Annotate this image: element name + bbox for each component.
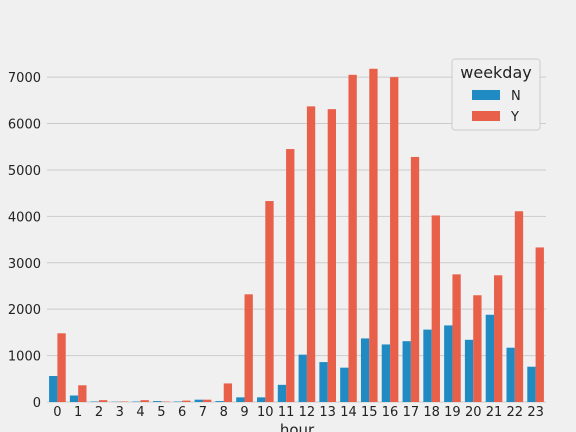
- bar-y-hour-17: [410, 156, 420, 402]
- y-tick-label: 6000: [8, 118, 41, 133]
- bar-n-hour-19: [444, 325, 453, 402]
- bar-y-hour-16: [390, 77, 399, 402]
- bar-n-hour-21: [485, 314, 495, 402]
- x-axis-ticks: 0 1 2 3 4 5 6 7 8 9 10 11 12 13 14 15 16 17 18 19 20 21 22 23: [53, 405, 544, 420]
- legend-swatch-n: [472, 90, 500, 100]
- legend-swatch-y: [472, 111, 500, 121]
- x-tick-label: 6: [178, 405, 186, 420]
- bar-y-hour-12: [306, 106, 316, 402]
- x-tick-label: 18: [423, 405, 440, 420]
- x-tick-label: 23: [527, 405, 544, 420]
- bar-y-hour-11: [286, 149, 295, 402]
- x-axis-label: hour: [280, 421, 315, 432]
- x-tick-label: 21: [486, 405, 503, 420]
- x-tick-label: 11: [278, 405, 295, 420]
- bar-y-hour-1: [78, 385, 87, 402]
- bar-y-hour-18: [431, 215, 440, 402]
- bar-y-hour-19: [452, 274, 461, 402]
- x-tick-label: 16: [382, 405, 399, 420]
- y-tick-label: 0: [33, 396, 41, 411]
- bar-y-hour-22: [514, 211, 524, 402]
- bar-n-hour-7: [194, 399, 203, 402]
- bar-y-hour-6: [182, 400, 191, 402]
- bar-y-hour-23: [535, 247, 544, 402]
- bar-y-hour-10: [265, 201, 274, 402]
- x-tick-label: 2: [95, 405, 103, 420]
- legend-title: weekday: [460, 63, 531, 82]
- y-tick-label: 5000: [8, 164, 41, 179]
- legend: weekday N Y: [451, 58, 541, 131]
- bar-n-hour-5: [153, 401, 162, 402]
- x-tick-label: 22: [507, 405, 524, 420]
- x-tick-label: 7: [199, 405, 207, 420]
- x-tick-label: 8: [220, 405, 228, 420]
- bar-n-hour-0: [49, 376, 58, 402]
- y-axis-ticks: 0 1000 2000 3000 4000 5000 6000 7000: [8, 71, 41, 411]
- x-tick-label: 20: [465, 405, 482, 420]
- bar-n-hour-23: [527, 366, 536, 402]
- bar-n-hour-11: [277, 384, 287, 402]
- bar-n-hour-15: [360, 338, 370, 402]
- y-tick-label: 2000: [8, 303, 41, 318]
- bar-y-hour-14: [348, 74, 357, 403]
- x-tick-label: 14: [340, 405, 357, 420]
- bar-y-hour-0: [57, 333, 66, 402]
- bars: [49, 68, 544, 403]
- bar-n-hour-22: [506, 347, 515, 402]
- bar-n-hour-12: [298, 354, 307, 402]
- y-tick-label: 1000: [8, 350, 41, 365]
- bar-n-hour-14: [340, 367, 349, 402]
- x-tick-label: 1: [74, 405, 82, 420]
- bar-n-hour-18: [423, 329, 432, 402]
- bar-y-hour-2: [98, 400, 108, 402]
- x-tick-label: 3: [116, 405, 124, 420]
- bar-n-hour-20: [464, 339, 474, 402]
- x-tick-label: 13: [319, 405, 336, 420]
- bar-n-hour-10: [256, 397, 266, 402]
- bar-y-hour-7: [202, 399, 212, 402]
- x-tick-label: 10: [257, 405, 274, 420]
- bar-n-hour-16: [381, 344, 391, 402]
- x-tick-label: 12: [299, 405, 316, 420]
- bar-y-hour-13: [327, 109, 337, 403]
- x-tick-label: 19: [444, 405, 461, 420]
- y-tick-label: 3000: [8, 257, 41, 272]
- bar-y-hour-20: [473, 295, 482, 402]
- bar-n-hour-1: [69, 395, 79, 402]
- legend-label-n: N: [511, 89, 521, 104]
- x-tick-label: 9: [240, 405, 248, 420]
- x-tick-label: 5: [157, 405, 165, 420]
- bar-y-hour-4: [140, 400, 149, 402]
- y-tick-label: 7000: [8, 71, 41, 86]
- bar-n-hour-17: [402, 341, 411, 402]
- bar-y-hour-21: [494, 275, 503, 402]
- bar-n-hour-8: [215, 401, 224, 402]
- y-tick-label: 4000: [8, 210, 41, 225]
- legend-label-y: Y: [510, 110, 519, 125]
- bar-y-hour-9: [244, 294, 253, 402]
- bar-n-hour-13: [319, 362, 328, 402]
- x-tick-label: 17: [403, 405, 420, 420]
- x-tick-label: 15: [361, 405, 378, 420]
- bar-n-hour-9: [236, 397, 245, 402]
- bar-y-hour-15: [369, 68, 378, 403]
- bar-y-hour-8: [223, 383, 233, 402]
- x-tick-label: 4: [136, 405, 144, 420]
- x-tick-label: 0: [53, 405, 61, 420]
